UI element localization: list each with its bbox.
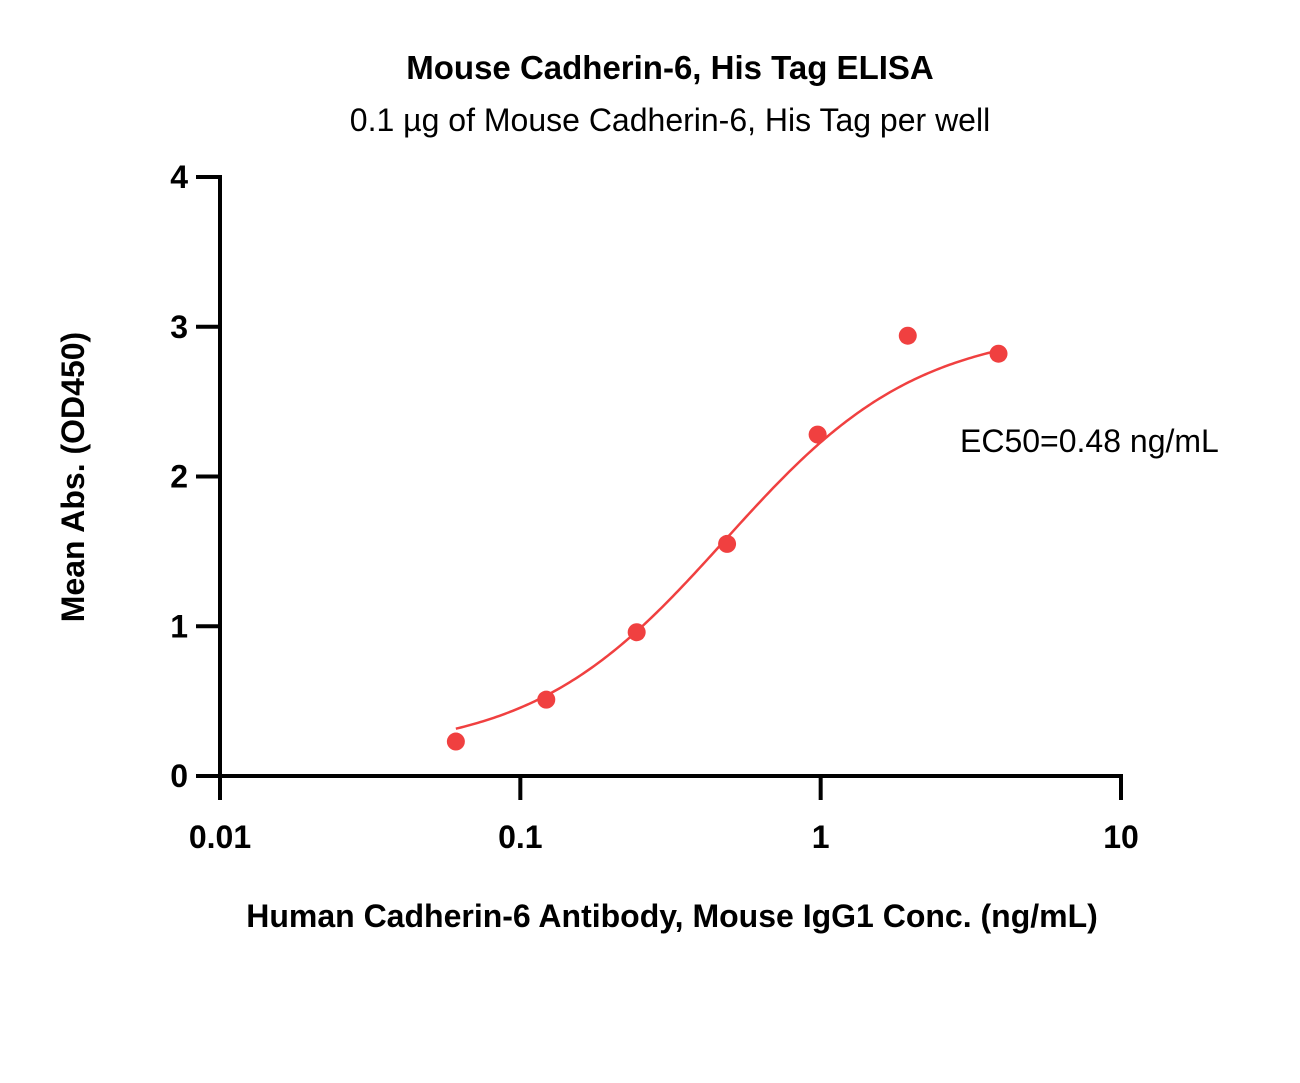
y-tick-label: 3: [170, 309, 188, 345]
ec50-annotation: EC50=0.48 ng/mL: [960, 423, 1219, 459]
chart-title: Mouse Cadherin-6, His Tag ELISA: [406, 49, 933, 86]
data-point: [898, 326, 917, 345]
data-points-layer: [446, 326, 1008, 751]
data-point: [537, 690, 556, 709]
chart-subtitle: 0.1 µg of Mouse Cadherin-6, His Tag per …: [350, 102, 990, 138]
y-tick-label: 4: [170, 159, 188, 195]
y-axis: 0 1 2 3 4: [170, 159, 222, 794]
y-axis-label: Mean Abs. (OD450): [55, 332, 91, 622]
data-point: [989, 344, 1008, 363]
x-axis: 0.01 0.1 1 10: [189, 774, 1139, 855]
x-tick-label: 1: [812, 819, 830, 855]
y-tick-label: 0: [170, 758, 188, 794]
y-tick-label: 1: [170, 608, 188, 644]
data-point: [446, 732, 465, 751]
data-point: [808, 425, 827, 444]
y-tick-label: 2: [170, 459, 188, 495]
data-point: [627, 623, 646, 642]
x-tick-label: 0.1: [498, 819, 542, 855]
data-point: [718, 534, 737, 553]
x-axis-label: Human Cadherin-6 Antibody, Mouse IgG1 Co…: [246, 898, 1098, 934]
x-tick-label: 10: [1103, 819, 1139, 855]
x-tick-label: 0.01: [189, 819, 251, 855]
